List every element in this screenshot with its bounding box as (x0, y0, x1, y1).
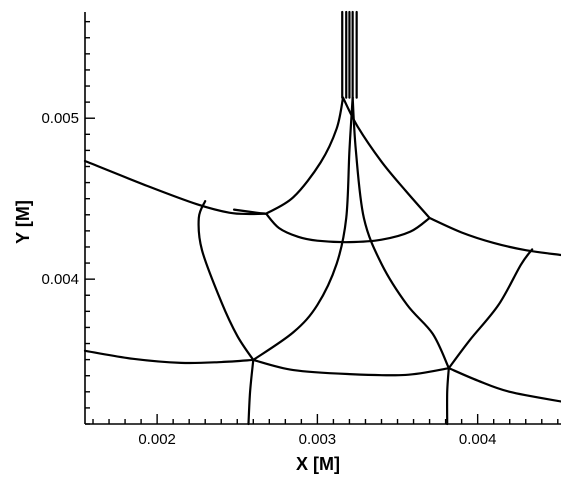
mesh-curve-9 (351, 96, 450, 370)
mesh-curve-5 (428, 216, 561, 257)
mesh-curve-15 (445, 367, 450, 426)
x-tick-label: 0.004 (459, 431, 497, 448)
x-axis-title: X [M] (296, 454, 340, 474)
mesh-curve-3 (232, 208, 268, 215)
y-axis-title: Y [M] (13, 200, 33, 244)
mesh-curve-13 (447, 367, 561, 403)
axes: 0.002 0.003 0.004 0.004 0.005 (41, 12, 561, 448)
mesh-curve-8 (252, 96, 354, 362)
mesh-curve-12 (252, 358, 450, 377)
mesh-curve-2 (265, 96, 345, 215)
axis-labels: X [M] Y [M] (13, 200, 340, 474)
mesh-curves (83, 10, 561, 426)
x-tick-label: 0.002 (138, 431, 176, 448)
mesh-curve-7 (197, 200, 255, 362)
mesh-curve-14 (247, 358, 255, 426)
mesh-curve-10 (447, 248, 534, 370)
mesh-curve-1 (83, 159, 268, 216)
mesh-curve-11 (83, 349, 255, 365)
y-tick-label: 0.005 (41, 110, 79, 127)
mesh-curve-4 (265, 212, 431, 244)
y-tick-label: 0.004 (41, 271, 79, 288)
x-tick-label: 0.003 (299, 431, 337, 448)
